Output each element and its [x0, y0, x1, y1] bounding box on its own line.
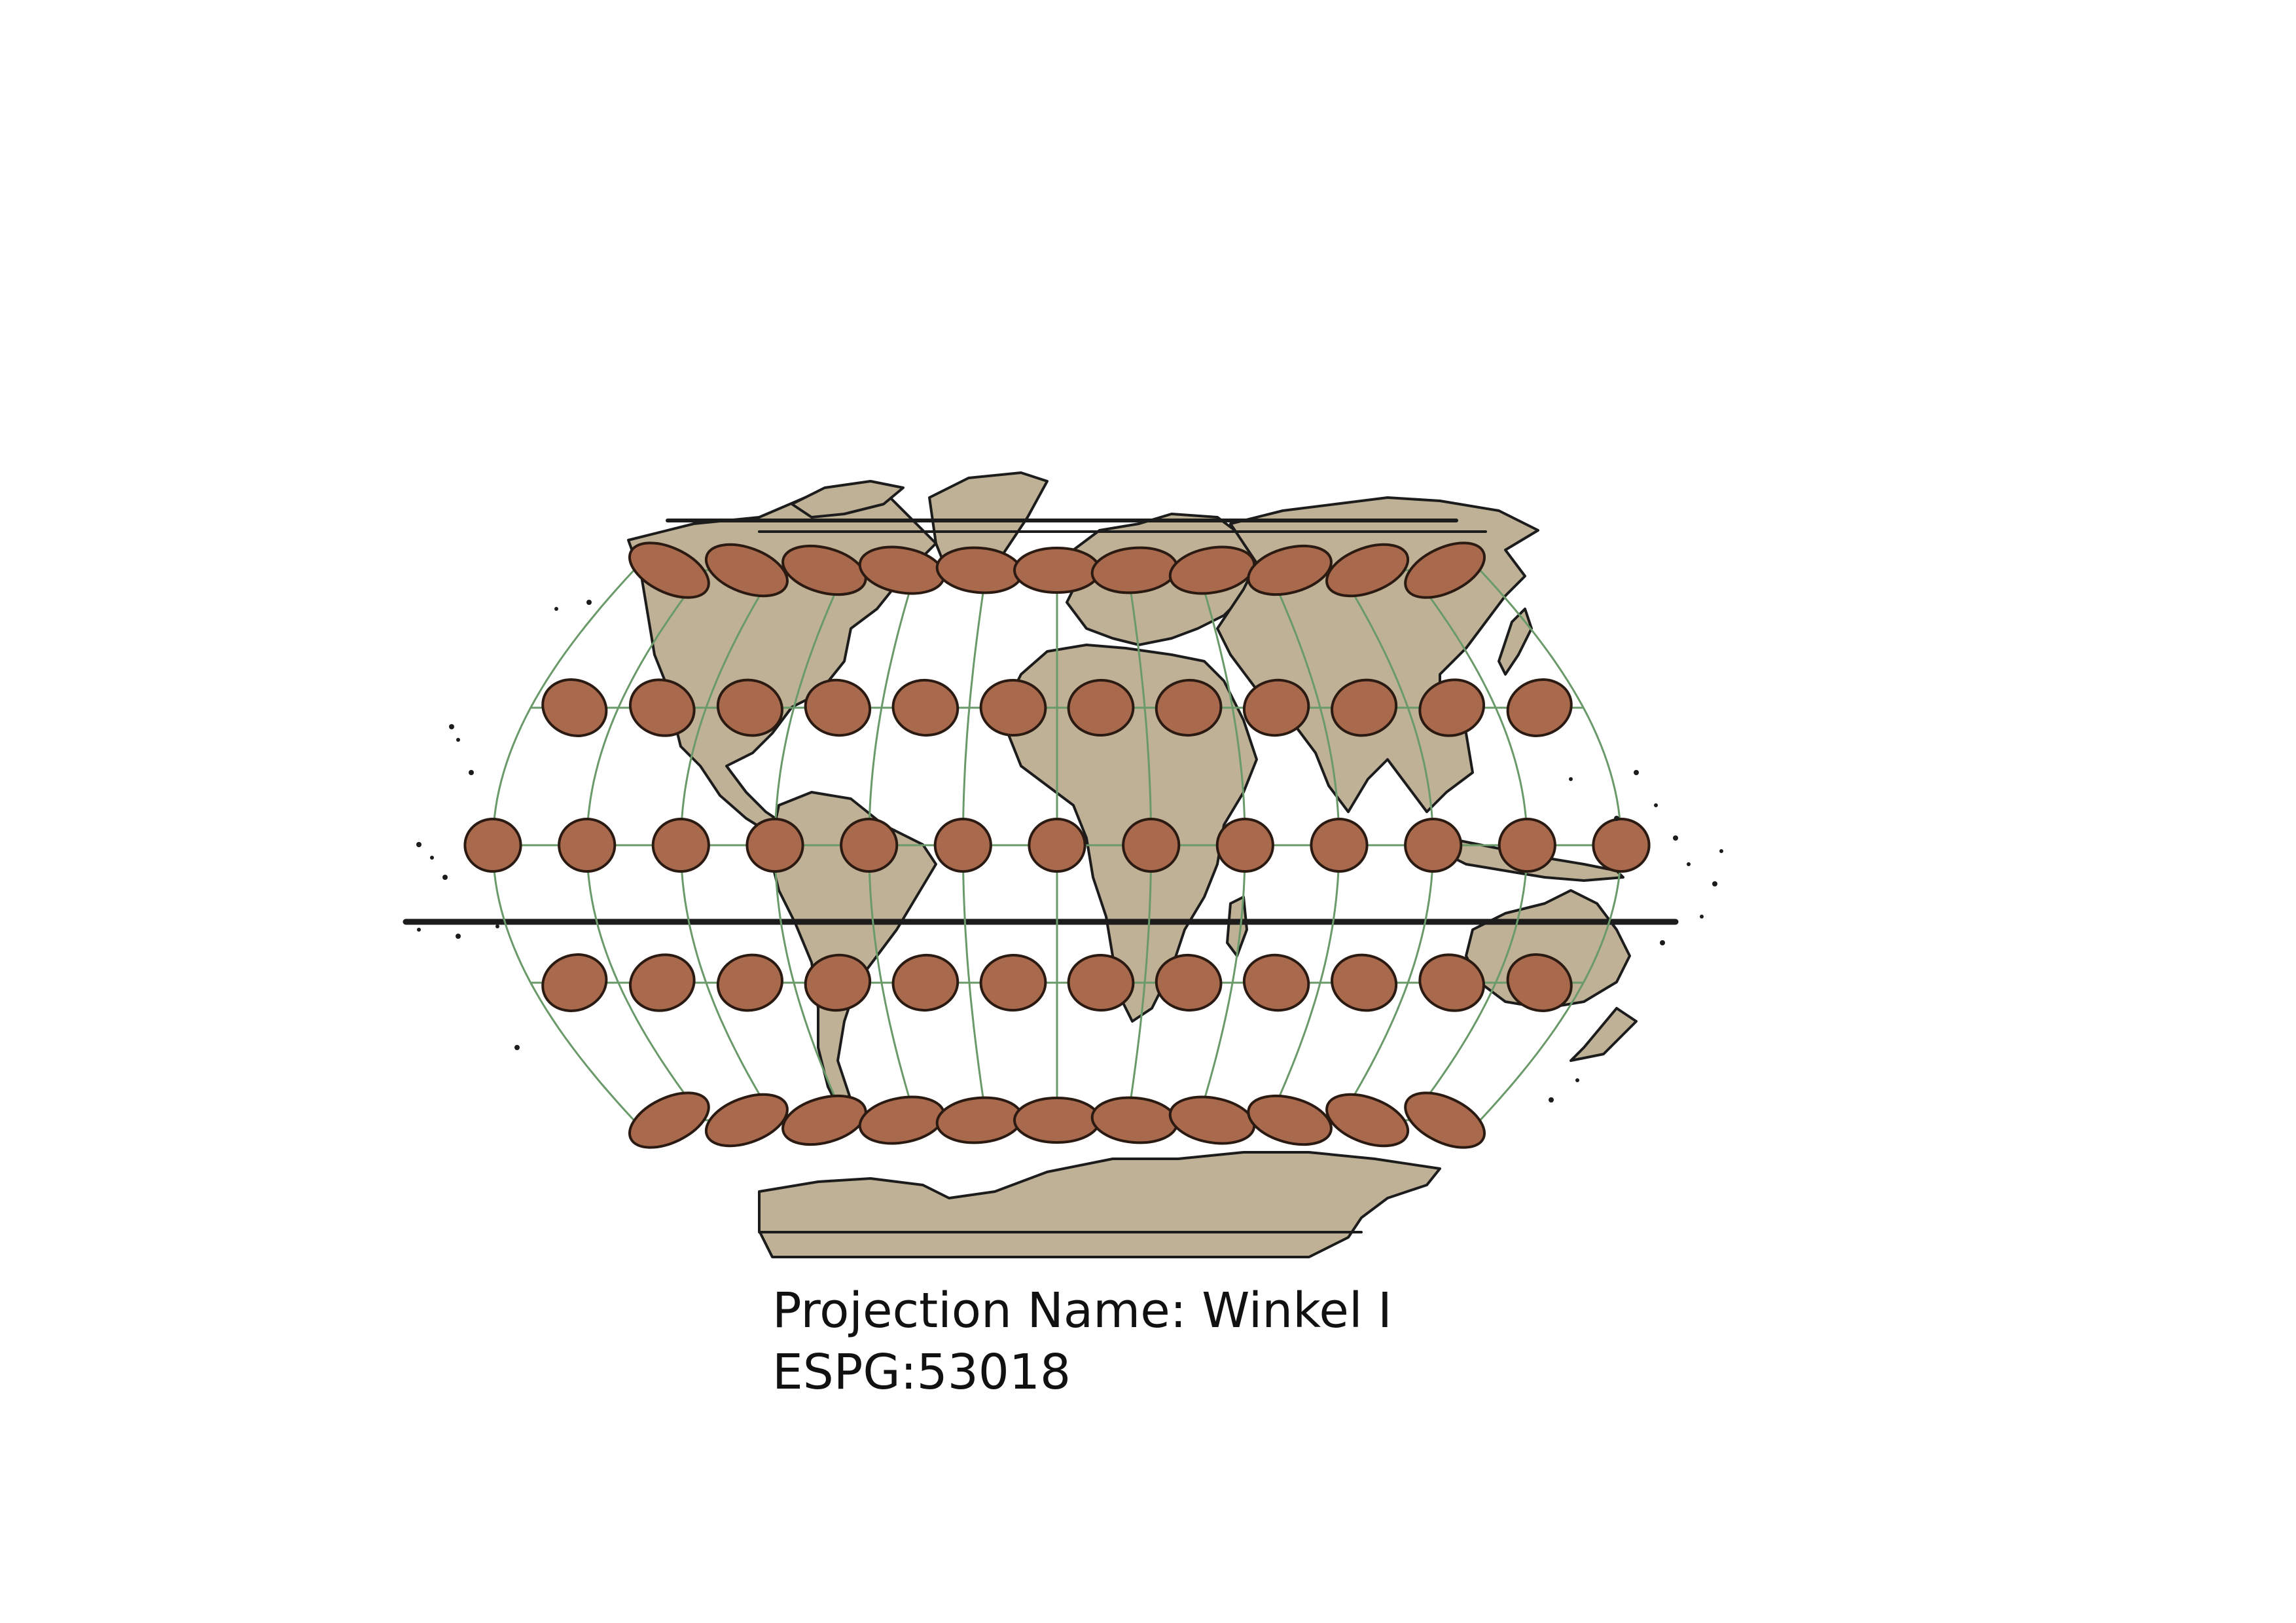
tissot-ellipse	[935, 1096, 1024, 1144]
tissot-ellipse	[541, 953, 608, 1012]
landmass-new-zealand	[1570, 1007, 1638, 1062]
tissot-ellipse	[1122, 818, 1181, 873]
tissot-ellipse	[1404, 541, 1486, 599]
tissot-ellipse	[1242, 678, 1310, 737]
tissot-ellipse	[1013, 1097, 1101, 1144]
tissot-ellipse	[1331, 953, 1398, 1012]
tissot-ellipse	[1090, 1096, 1179, 1144]
tissot-ellipse	[541, 678, 608, 737]
tissot-ellipse	[1215, 818, 1274, 873]
tissot-ellipse	[704, 1093, 789, 1148]
tissot-ellipse	[1155, 953, 1223, 1012]
tissot-ellipse	[935, 546, 1024, 594]
tissot-ellipse	[651, 818, 710, 873]
tissot-ellipse	[716, 678, 783, 737]
tissot-ellipse	[1325, 543, 1410, 598]
tissot-indicatrix	[463, 541, 1651, 1149]
tissot-ellipse	[1331, 678, 1398, 737]
tissot-ellipse	[628, 541, 710, 599]
map-caption: Projection Name: Winkel I ESPG:53018	[772, 1280, 1392, 1403]
island-speckles	[416, 600, 1723, 1103]
tissot-ellipse	[1506, 953, 1573, 1012]
projection-edges	[403, 519, 1679, 1233]
tissot-ellipse	[804, 678, 872, 737]
projection-name-label: Projection Name: Winkel I	[772, 1283, 1392, 1339]
tissot-ellipse	[1592, 818, 1651, 873]
landmass-north-america	[627, 486, 937, 836]
tissot-ellipse	[1498, 818, 1556, 873]
tissot-ellipse	[781, 544, 867, 596]
tissot-ellipse	[891, 678, 960, 737]
tissot-ellipse	[1168, 545, 1256, 595]
tissot-ellipse	[1155, 678, 1223, 737]
tissot-ellipse	[979, 953, 1047, 1012]
tissot-ellipse	[1242, 953, 1310, 1012]
landmass-japan	[1498, 608, 1533, 676]
tissot-ellipse	[628, 678, 696, 737]
tissot-ellipse	[1418, 953, 1486, 1012]
tissot-ellipse	[745, 818, 804, 873]
tissot-ellipse	[1247, 544, 1333, 596]
tissot-ellipse	[463, 818, 522, 873]
tissot-ellipse	[1404, 818, 1463, 873]
tissot-ellipse	[1168, 1095, 1256, 1145]
tissot-ellipse	[1310, 818, 1369, 873]
tissot-ellipse	[1028, 818, 1086, 873]
tissot-ellipse	[858, 1095, 946, 1145]
tissot-ellipse	[558, 818, 617, 873]
tissot-ellipse	[716, 953, 783, 1012]
tissot-ellipse	[840, 818, 899, 873]
epsg-code-label: ESPG:53018	[772, 1344, 1071, 1400]
tissot-ellipse	[933, 818, 992, 873]
tissot-ellipse	[628, 953, 696, 1012]
tissot-ellipse	[1067, 678, 1135, 737]
tissot-ellipse	[1506, 678, 1573, 737]
tissot-ellipse	[1404, 1091, 1486, 1149]
tissot-ellipse	[1418, 678, 1486, 737]
tissot-ellipse	[1247, 1094, 1333, 1146]
tissot-ellipse	[781, 1094, 867, 1146]
tissot-ellipse	[1067, 953, 1135, 1012]
tissot-ellipse	[1325, 1093, 1410, 1148]
landmass-antarctica	[758, 1151, 1441, 1258]
tissot-ellipse	[979, 678, 1047, 737]
landmass-madagascar	[1226, 896, 1248, 957]
tissot-ellipse	[891, 953, 960, 1012]
tissot-ellipse	[1013, 547, 1101, 594]
landmass-arctic-islands	[791, 480, 905, 519]
tissot-ellipse	[704, 543, 789, 598]
tissot-ellipse	[804, 953, 872, 1012]
tissot-ellipse	[628, 1091, 710, 1149]
